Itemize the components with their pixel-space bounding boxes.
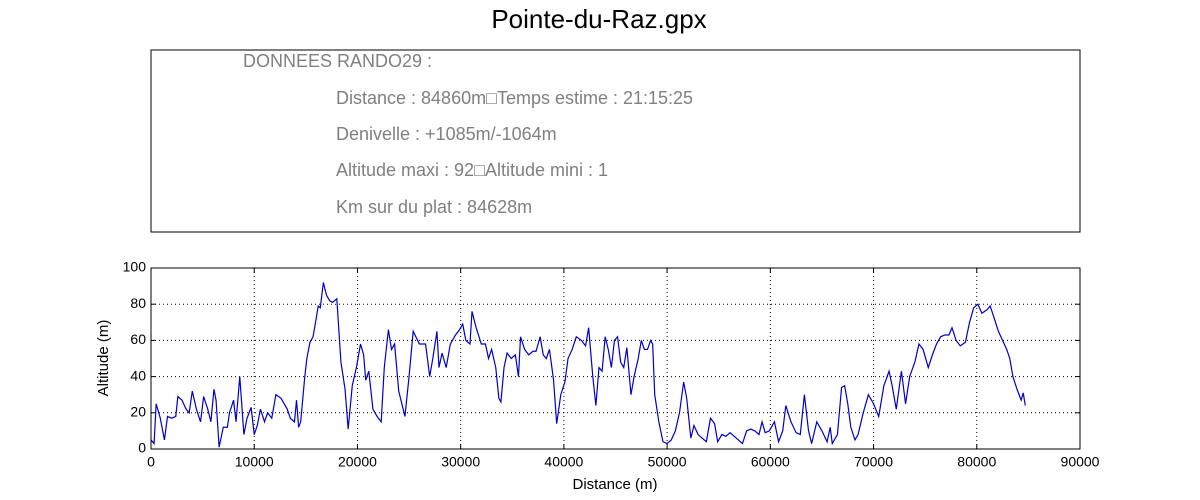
- info-box: [150, 49, 1081, 233]
- x-tick-label: 20000: [338, 454, 377, 470]
- x-tick-label: 30000: [441, 454, 480, 470]
- y-tick-label: 0: [138, 440, 146, 456]
- plot-frame: [150, 267, 1081, 450]
- altitude-line: [150, 282, 1026, 448]
- info-heading: DONNEES RANDO29 :: [243, 51, 432, 71]
- y-tick-label: 100: [123, 259, 147, 275]
- info-line: Distance : 84860m□Temps estime : 21:15:2…: [336, 88, 693, 108]
- info-line: Denivelle : +1085m/-1064m: [336, 124, 557, 144]
- x-tick-label: 90000: [1061, 454, 1100, 470]
- x-tick-label: 0: [147, 454, 155, 470]
- x-tick-label: 80000: [957, 454, 996, 470]
- x-tick-label: 50000: [648, 454, 687, 470]
- x-tick-label: 70000: [854, 454, 893, 470]
- y-tick-label: 60: [130, 331, 146, 347]
- info-line: Altitude maxi : 92□Altitude mini : 1: [336, 160, 608, 180]
- x-axis-label: Distance (m): [572, 476, 657, 493]
- y-tick-label: 20: [130, 404, 146, 420]
- x-tick-label: 10000: [235, 454, 274, 470]
- y-tick-label: 80: [130, 295, 146, 311]
- x-tick-label: 40000: [544, 454, 583, 470]
- info-line: Km sur du plat : 84628m: [336, 197, 532, 217]
- y-tick-label: 40: [130, 367, 146, 383]
- x-tick-label: 60000: [751, 454, 790, 470]
- chart-title: Pointe-du-Raz.gpx: [491, 4, 706, 34]
- y-axis-label: Altitude (m): [95, 320, 112, 397]
